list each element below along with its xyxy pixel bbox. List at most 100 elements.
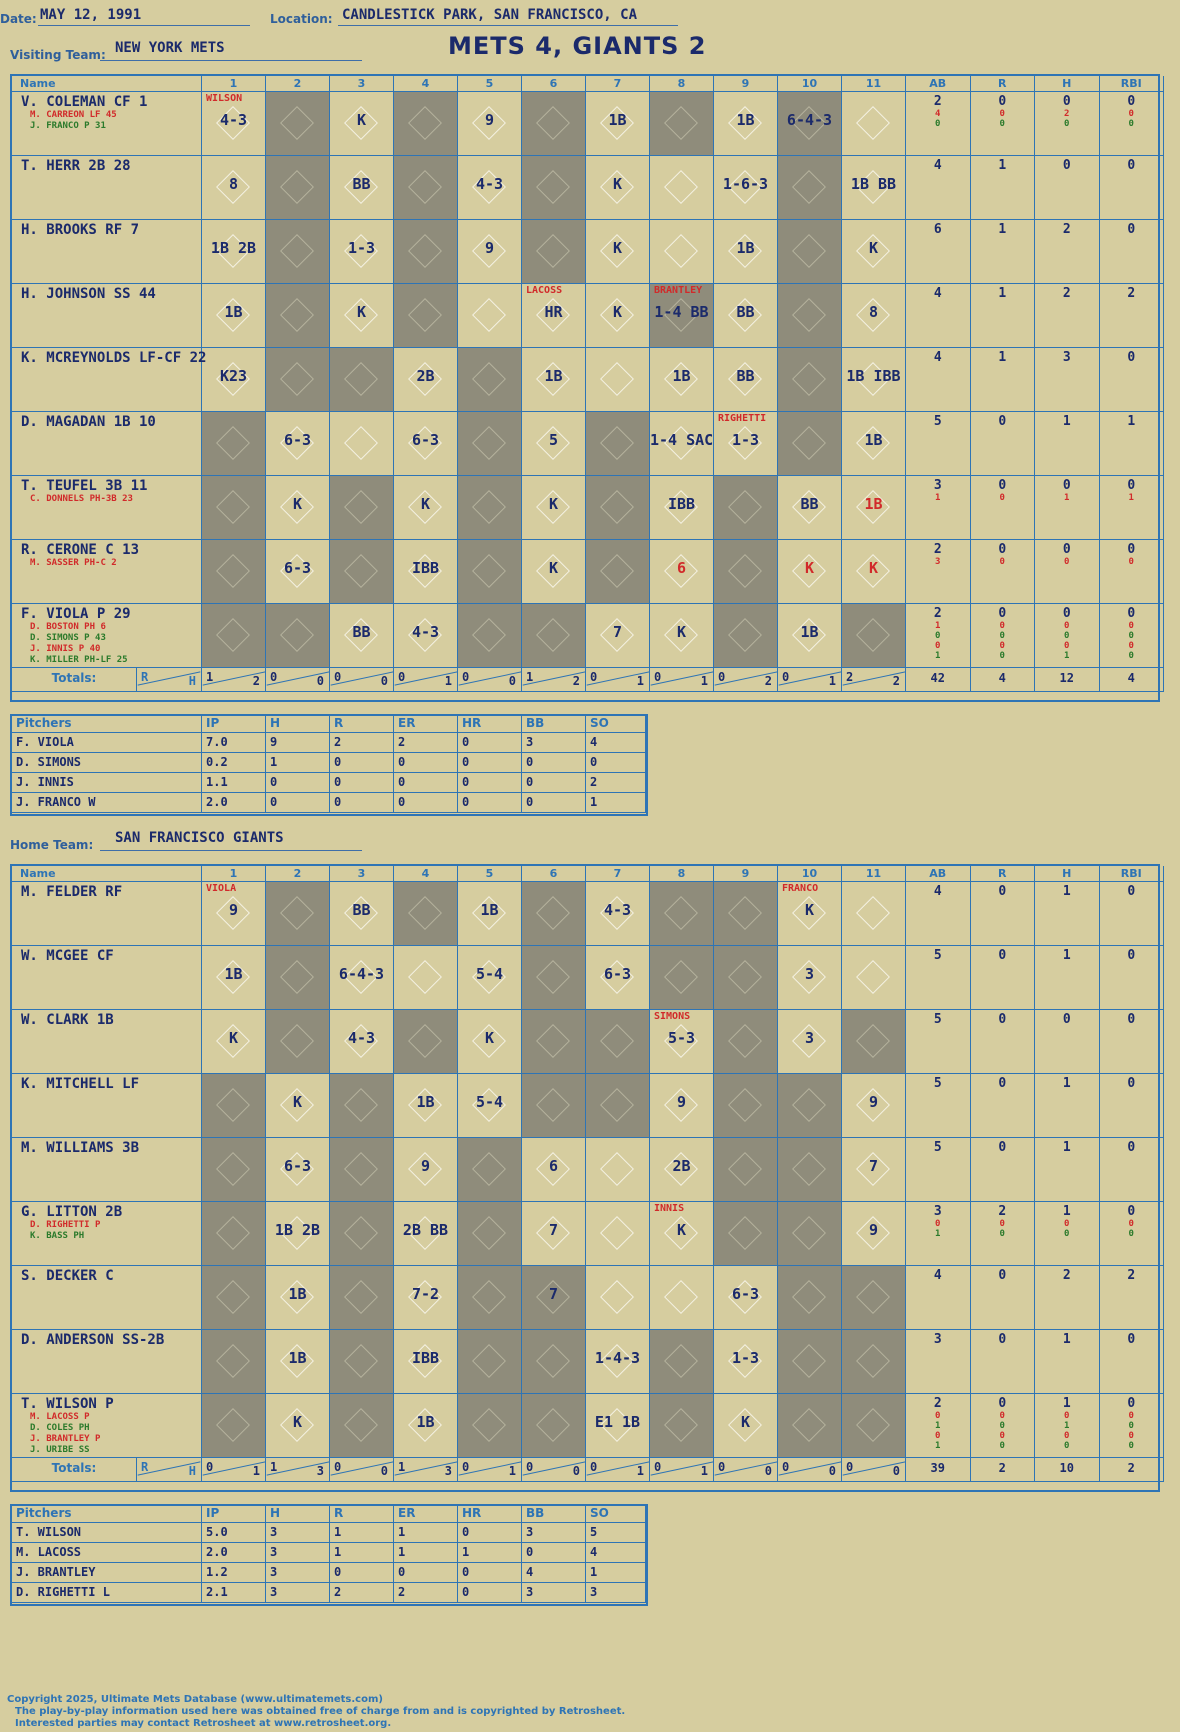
pitcher-change-note: RIGHETTI <box>718 413 767 424</box>
stat-value: 0 <box>1127 222 1136 237</box>
stat-value: 0 <box>999 641 1005 651</box>
stat-value: 0 <box>1128 557 1134 567</box>
inning-hits: 3 <box>316 1464 324 1478</box>
play-result: 2B <box>416 367 435 385</box>
stat-value: 1 <box>935 651 941 661</box>
player-row-name: T. WILSON P M. LACOSS P D. COLES PH J. BRAN… <box>12 1394 202 1458</box>
player-row-name: S. DECKER C <box>12 1266 202 1330</box>
player-stat-ab: 5 <box>906 1010 971 1074</box>
scorecard-cell <box>266 882 330 946</box>
play-result: 9 <box>868 1093 879 1111</box>
stat-value: 1 <box>998 222 1007 237</box>
play-result: 1B <box>480 901 499 919</box>
scorecard-cell <box>458 348 522 412</box>
base-diamond <box>536 1344 570 1378</box>
play-result: 5-3 <box>667 1029 696 1047</box>
base-diamond <box>600 1216 634 1250</box>
stat-value: 4 <box>933 286 942 301</box>
stat-value: 0 <box>998 94 1007 109</box>
player-stat-r: 0 <box>970 1074 1035 1138</box>
pitching-stat: 2.0 <box>202 793 266 813</box>
scorecard-cell: 9 <box>650 1074 714 1138</box>
totals-label: Totals: <box>12 1458 137 1482</box>
pitching-stat: 9 <box>266 733 330 753</box>
player-stat-rbi: 0 <box>1099 156 1164 220</box>
play-result: 1B <box>416 1093 435 1111</box>
player-stat-ab: 5 <box>906 1138 971 1202</box>
play-result: 1B 2B <box>274 1221 321 1239</box>
scorecard-cell: 1B 2B <box>266 1202 330 1266</box>
base-diamond <box>472 618 506 652</box>
play-result: K <box>868 559 879 577</box>
stat-value: 5 <box>933 414 942 429</box>
base-diamond <box>600 490 634 524</box>
scorecard-cell: BB <box>714 284 778 348</box>
player-stat-r: 0 <box>970 946 1035 1010</box>
play-result: 1B <box>736 239 755 257</box>
base-diamond <box>856 896 890 930</box>
scorecard-cell: K <box>842 540 906 604</box>
base-diamond <box>728 1088 762 1122</box>
stat-value: 0 <box>1062 158 1071 173</box>
player-stat-ab: 5 <box>906 1074 971 1138</box>
stat-value: 0 <box>1064 119 1070 129</box>
play-result: 6-3 <box>603 965 632 983</box>
play-result: 9 <box>228 901 239 919</box>
play-result: 1B 2B <box>210 239 257 257</box>
player-stat-ab: 4 <box>906 882 971 946</box>
stat-value: 0 <box>1064 641 1070 651</box>
base-diamond <box>856 618 890 652</box>
stat-value: 0 <box>998 1076 1007 1091</box>
base-diamond <box>792 234 826 268</box>
pitching-header-h: H <box>266 716 330 733</box>
total-h: 12 <box>1035 668 1100 692</box>
stat-header-h: H <box>1035 866 1100 882</box>
pitcher-name: D. RIGHETTI L <box>12 1583 202 1603</box>
stat-value: 0 <box>1127 158 1136 173</box>
inning-runs: 0 <box>718 670 726 684</box>
pitching-header-ip: IP <box>202 716 266 733</box>
pitching-stat: 1.2 <box>202 1563 266 1583</box>
stat-value: 1 <box>998 158 1007 173</box>
player-stat-r: 0 <box>970 1330 1035 1394</box>
stat-value: 0 <box>999 1431 1005 1441</box>
inning-runs: 1 <box>398 1460 406 1474</box>
pitching-stat: 0 <box>522 793 586 813</box>
scorecard-cell <box>394 1010 458 1074</box>
inning-header-3: 3 <box>330 866 394 882</box>
base-diamond <box>536 170 570 204</box>
base-diamond <box>600 554 634 588</box>
player-stat-h: 1 <box>1035 882 1100 946</box>
inning-hits: 1 <box>700 674 708 688</box>
stat-value: 3 <box>1062 350 1071 365</box>
scorecard-cell: 6-3 <box>266 412 330 476</box>
stat-value: 1 <box>998 350 1007 365</box>
stat-header-h: H <box>1035 76 1100 92</box>
base-diamond <box>600 362 634 396</box>
scorecard-cell <box>778 1074 842 1138</box>
scorecard-cell: 7 <box>842 1138 906 1202</box>
stat-header-r: R <box>970 866 1035 882</box>
player-row-name: W. CLARK 1B <box>12 1010 202 1074</box>
stat-value: 0 <box>1064 1219 1070 1229</box>
total-ab: 39 <box>906 1458 971 1482</box>
base-diamond <box>728 896 762 930</box>
scorecard-cell <box>650 1394 714 1458</box>
player-row-name: T. HERR 2B 28 <box>12 156 202 220</box>
scorecard-cell <box>714 476 778 540</box>
scorecard-cell <box>202 604 266 668</box>
play-result: 4-3 <box>475 175 504 193</box>
scorecard-cell: HR <box>522 284 586 348</box>
scorecard-cell: 4-3 <box>202 92 266 156</box>
player-stat-ab: 5 <box>906 412 971 476</box>
scorecard-cell <box>650 156 714 220</box>
scorecard-cell <box>522 1394 586 1458</box>
home-pitching-table: Pitchers IP H R ER HR BB SO T. WILSON 5.0 3 1 1 0 3 5 M.… <box>10 1504 648 1606</box>
base-diamond <box>664 234 698 268</box>
scorecard-cell <box>714 882 778 946</box>
stat-value: 4 <box>933 158 942 173</box>
pitching-header-so: SO <box>586 716 646 733</box>
